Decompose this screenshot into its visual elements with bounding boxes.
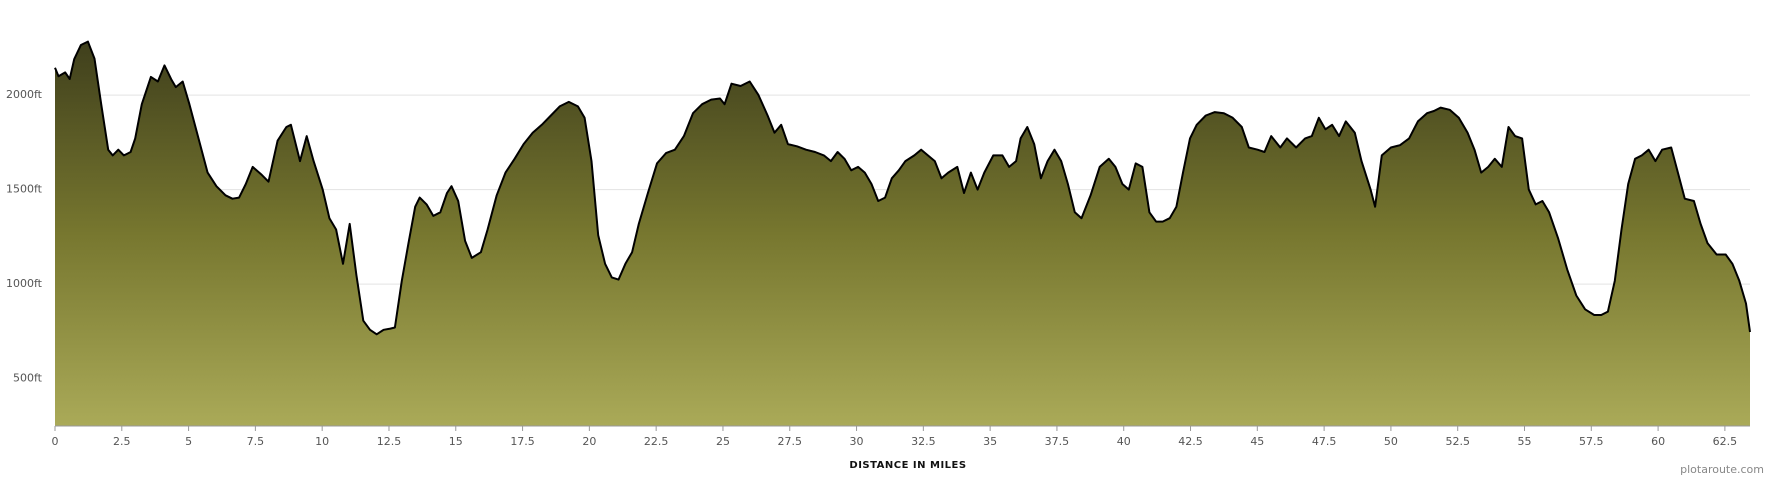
x-tick-label: 42.5 (1178, 435, 1203, 448)
x-tick-label: 57.5 (1579, 435, 1604, 448)
x-tick-label: 15 (449, 435, 463, 448)
x-tick-label: 10 (315, 435, 329, 448)
x-tick-label: 40 (1117, 435, 1131, 448)
x-tick-label: 5 (185, 435, 192, 448)
x-tick-label: 20 (582, 435, 596, 448)
x-tick-label: 25 (716, 435, 730, 448)
x-tick-label: 12.5 (377, 435, 402, 448)
elevation-area (55, 41, 1750, 426)
y-tick-label: 1500ft (6, 183, 43, 196)
x-tick-label: 50 (1384, 435, 1398, 448)
x-tick-label: 47.5 (1312, 435, 1337, 448)
x-tick-label: 22.5 (644, 435, 669, 448)
x-tick-label: 60 (1651, 435, 1665, 448)
x-tick-label: 55 (1517, 435, 1531, 448)
y-tick-label: 500ft (13, 372, 43, 385)
elevation-line (54, 40, 1751, 336)
y-tick-label: 2000ft (6, 88, 43, 101)
x-tick-label: 2.5 (113, 435, 131, 448)
x-tick-label: 7.5 (247, 435, 265, 448)
x-tick-label: 37.5 (1045, 435, 1070, 448)
x-tick-label: 62.5 (1713, 435, 1738, 448)
x-tick-label: 32.5 (911, 435, 936, 448)
y-tick-label: 1000ft (6, 277, 43, 290)
credit: plotaroute.com (1680, 463, 1764, 476)
x-tick-label: 52.5 (1445, 435, 1470, 448)
x-tick-label: 35 (983, 435, 997, 448)
x-tick-label: 45 (1250, 435, 1264, 448)
x-tick-label: 0 (52, 435, 59, 448)
x-axis-title: DISTANCE IN MILES (849, 460, 966, 471)
x-tick-label: 27.5 (777, 435, 802, 448)
x-tick-label: 17.5 (510, 435, 535, 448)
x-tick-label: 30 (850, 435, 864, 448)
